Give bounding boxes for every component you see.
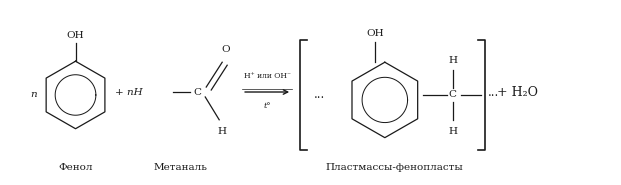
Text: O: O [221,45,230,54]
Text: + nH: + nH [116,88,143,97]
Text: C: C [193,88,201,97]
Text: n: n [30,90,37,100]
Text: t°: t° [263,102,271,110]
Text: H: H [218,127,227,136]
Text: OH: OH [66,31,84,40]
Text: ...: ... [314,88,325,102]
Text: OH: OH [366,29,384,38]
Text: H: H [448,127,457,136]
Text: ...: ... [487,87,499,100]
Text: + H₂O: + H₂O [497,85,538,98]
Text: Фенол: Фенол [58,163,93,172]
Text: H⁺ или OH⁻: H⁺ или OH⁻ [243,72,291,80]
Text: C: C [449,90,456,100]
Text: Метаналь: Метаналь [153,163,207,172]
Text: Пластмассы-фенопласты: Пластмассы-фенопласты [326,163,464,172]
Text: H: H [448,56,457,65]
